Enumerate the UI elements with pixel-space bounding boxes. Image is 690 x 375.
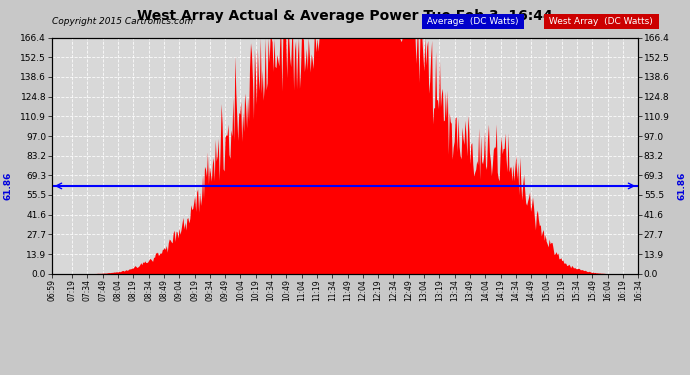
Text: West Array Actual & Average Power Tue Feb 3  16:44: West Array Actual & Average Power Tue Fe… [137,9,553,23]
Text: West Array  (DC Watts): West Array (DC Watts) [546,17,656,26]
Text: 61.86: 61.86 [677,172,687,200]
Text: Average  (DC Watts): Average (DC Watts) [424,17,522,26]
Text: 61.86: 61.86 [3,172,13,200]
Text: Copyright 2015 Cartronics.com: Copyright 2015 Cartronics.com [52,17,193,26]
